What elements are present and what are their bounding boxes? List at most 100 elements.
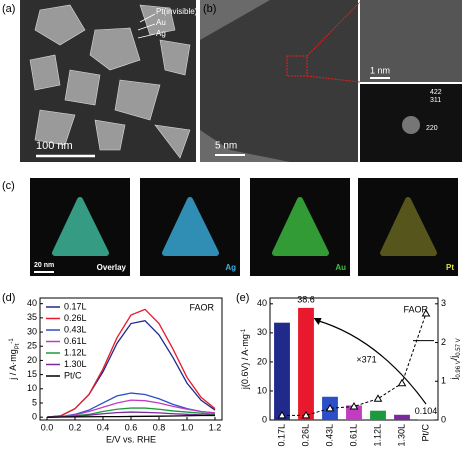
x-tick-label: 0.61L [348, 424, 358, 447]
annotation: Ag [156, 29, 166, 38]
legend-label: 0.17L [64, 301, 87, 311]
fft-label: 311 [430, 97, 441, 104]
arrow [315, 319, 427, 405]
x-tick-label: 1.2 [209, 422, 222, 432]
y-tick-label: 10 [257, 385, 267, 395]
particle [200, 0, 358, 162]
ratio-marker [301, 410, 311, 419]
annotation: FAOR [403, 304, 428, 314]
x-tick-label: 0.2 [69, 422, 82, 432]
nanocrystals [29, 4, 191, 159]
legend-label: 0.43L [64, 324, 87, 334]
y2-tick-label: 1 [441, 376, 446, 386]
ratio-marker [397, 378, 407, 387]
annotation: FAOR [189, 302, 214, 312]
x-tick-label: 0.17L [276, 424, 286, 447]
series-line [46, 414, 215, 418]
x-tick-label: 0.26L [300, 424, 310, 447]
panel-label: (b) [203, 3, 216, 15]
axis-label-part: j [449, 378, 459, 381]
x-tick-label: 1.0 [181, 422, 194, 432]
x-tick-label: 0.8 [153, 422, 166, 432]
ratio-marker [349, 401, 359, 410]
particle-map [380, 197, 437, 256]
y-tick-label: 20 [27, 355, 37, 365]
scale-bar-label: 20 nm [34, 262, 54, 269]
annotation: Pt(invisible) [156, 7, 198, 16]
ratio-marker [421, 308, 431, 317]
axis-label-part: 0.57 V [456, 338, 462, 355]
x-tick-label: 0.4 [97, 422, 110, 432]
data-label: 0.104 [415, 406, 438, 416]
legend-label: 0.61L [64, 336, 87, 346]
bar [370, 410, 386, 420]
axis-label: j(0.6V) / A·mg-1 [240, 328, 250, 390]
y-tick-label: 5 [32, 397, 37, 407]
axis-label-part: -1 [241, 328, 247, 334]
hrtem-inset [360, 0, 462, 82]
series-line [46, 308, 216, 418]
scale-bar-label: 100 nm [36, 140, 73, 152]
axis-label: j0.96 V/j0.57 V [449, 338, 461, 380]
x-tick-label: Pt/C [420, 424, 430, 442]
legend-label: 1.12L [64, 347, 87, 357]
ratio-label: ×371 [356, 354, 376, 364]
legend-label: 0.26L [64, 313, 87, 323]
map-label: Au [335, 263, 346, 272]
axis-label-part: -1 [9, 338, 15, 344]
particle-map [52, 197, 109, 256]
axis-label-part: Pt [15, 343, 21, 349]
legend-label: Pt/C [64, 370, 82, 380]
x-tick-label: 1.30L [396, 424, 406, 447]
axis-label-part: j(0.6V) / A·mg [240, 334, 250, 390]
panel-label: (a) [2, 3, 15, 15]
panel-label: (c) [2, 180, 15, 192]
y-tick-label: 0 [32, 412, 37, 422]
x-axis-label: E/V vs. RHE [106, 434, 156, 444]
y-tick-label: 35 [27, 312, 37, 322]
particle-map [272, 197, 329, 256]
series-line [46, 392, 216, 418]
y2-tick-label: 2 [441, 337, 446, 347]
data-label: 38.6 [297, 294, 315, 304]
x-tick-label: 0.0 [41, 422, 54, 432]
fft-label: 422 [430, 89, 442, 96]
y-tick-label: 30 [27, 326, 37, 336]
y2-tick-label: 3 [441, 298, 446, 308]
axis-label: j / A·mgPt-1 [8, 338, 20, 381]
axis-label-part: j / A·mg [8, 349, 18, 381]
ratio-marker [325, 403, 335, 412]
annotation: Au [156, 18, 166, 27]
particle-map [162, 197, 219, 256]
y-tick-label: 20 [257, 356, 267, 366]
scale-bar-label: 1 nm [370, 65, 390, 75]
zoom-box [286, 55, 308, 77]
bar [274, 322, 290, 420]
legend-label: 1.30L [64, 359, 87, 369]
x-tick-label: 0.6 [125, 422, 138, 432]
ratio-marker [373, 394, 383, 402]
y-tick-label: 10 [27, 383, 37, 393]
y-tick-label: 40 [27, 298, 37, 308]
bar [298, 307, 314, 420]
y-tick-label: 0 [262, 414, 267, 424]
map-label: Overlay [97, 263, 127, 272]
x-tick-label: 0.43L [324, 424, 334, 447]
y2-tick-label: 0 [441, 414, 446, 424]
panel-label: (d) [2, 292, 15, 304]
map-label: Pt [446, 263, 454, 272]
y-tick-label: 40 [257, 298, 267, 308]
arrow-head [313, 318, 322, 325]
fft-label: 220 [426, 125, 438, 132]
axis-label-part: /j [449, 356, 459, 361]
plot-frame [269, 297, 439, 421]
bar [394, 414, 410, 420]
y-tick-label: 30 [257, 327, 267, 337]
element-map [358, 178, 458, 276]
axis-label-part: 0.96 V [456, 360, 462, 377]
y-tick-label: 15 [27, 369, 37, 379]
x-tick-label: 1.12L [372, 424, 382, 447]
ratio-marker [277, 410, 287, 419]
panel-label: (e) [236, 292, 249, 304]
